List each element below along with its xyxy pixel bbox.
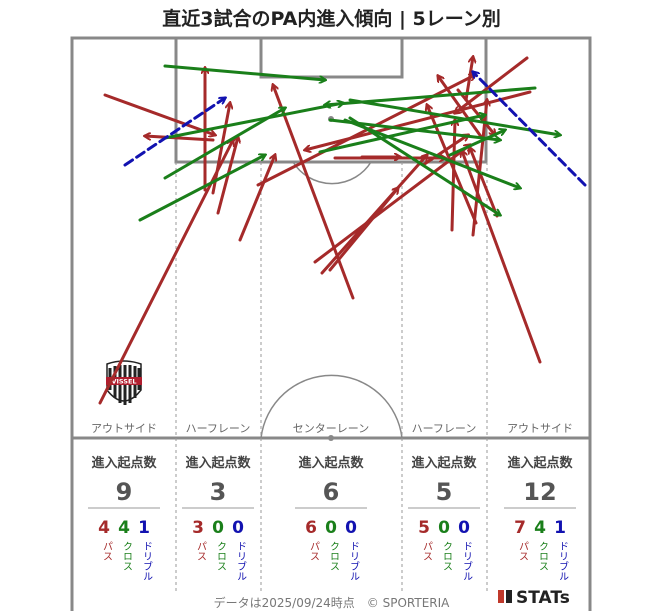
lane-dribble-label: ドリブル — [461, 541, 473, 581]
lane-dribble-count: 0 — [345, 518, 357, 538]
center-circle — [260, 374, 403, 439]
pass-arrow-1 — [98, 140, 233, 405]
lane-pass-label: パス — [517, 541, 529, 561]
lane-dribble-label: ドリブル — [141, 541, 153, 581]
center-spot — [328, 435, 334, 441]
lane-dribble-count: 0 — [458, 518, 470, 538]
lane-pass-label: パス — [101, 541, 113, 561]
footer-credit: データは2025/09/24時点 © SPORTERIA — [213, 596, 450, 610]
lane-pass-count: 3 — [192, 518, 204, 538]
lane-cross-count: 0 — [325, 518, 337, 538]
pass-arrow-16 — [438, 76, 484, 140]
lane-pass-count: 6 — [305, 518, 317, 538]
pass-arrow-5 — [211, 103, 230, 195]
pass-arrow-19 — [328, 188, 398, 272]
goal-area — [259, 36, 404, 79]
cross-arrow-4 — [163, 108, 285, 180]
lane-cross-label: クロス — [328, 541, 339, 571]
cross-arrow-5 — [348, 98, 560, 135]
cross-arrow-1 — [163, 64, 325, 80]
arrow-layer — [98, 56, 587, 405]
lane-label: ハーフレーン — [186, 422, 251, 435]
pass-arrow-23 — [450, 120, 455, 232]
lane-stat-head: 進入起点数 — [91, 455, 157, 471]
lane-label: センターレーン — [293, 422, 369, 435]
lane-cross-count: 4 — [534, 518, 546, 538]
chart-title: 直近3試合のPA内進入傾向 | 5レーン別 — [162, 8, 501, 30]
lane-total: 5 — [436, 478, 453, 506]
lane-label: アウトサイド — [91, 422, 157, 435]
pass-arrow-3 — [238, 155, 275, 242]
cross-arrow-3 — [138, 155, 265, 222]
cross-arrow-9 — [343, 118, 520, 188]
brand-text: STATs — [516, 588, 570, 608]
lane-pass-count: 4 — [98, 518, 110, 538]
lane-pass-count: 5 — [418, 518, 430, 538]
brand-logo: STATs — [498, 588, 570, 608]
pass-arrow-24 — [103, 93, 215, 135]
cross-arrow-11 — [448, 130, 505, 157]
lane-cross-count: 0 — [212, 518, 224, 538]
pass-arrow-13 — [462, 151, 542, 364]
cross-arrow-2 — [163, 103, 343, 140]
lane-dribble-label: ドリブル — [557, 541, 569, 581]
lane-cross-label: クロス — [441, 541, 452, 571]
lane-stat-head: 進入起点数 — [507, 455, 573, 471]
lane-stat-head: 進入起点数 — [185, 455, 251, 471]
lane-label: アウトサイド — [507, 422, 573, 435]
pass-arrow-18 — [313, 145, 470, 264]
cross-arrow-8 — [318, 115, 485, 154]
lane-pass-label: パス — [308, 541, 320, 561]
lane-cross-label: クロス — [537, 541, 548, 571]
club-crest-icon: VISSEL — [106, 360, 142, 405]
brand-mark-icon — [498, 590, 504, 603]
lane-total: 3 — [210, 478, 227, 506]
lane-stats: アウトサイド進入起点数94パス4クロス1ドリブルハーフレーン進入起点数33パス0… — [88, 422, 576, 581]
lane-stat-head: 進入起点数 — [411, 455, 477, 471]
lane-pass-label: パス — [195, 541, 207, 561]
lane-dribble-count: 1 — [138, 518, 150, 538]
lane-dribble-count: 1 — [554, 518, 566, 538]
cross-arrow-10 — [348, 116, 500, 215]
dribble-arrow-1 — [123, 98, 225, 167]
lane-total: 12 — [523, 478, 556, 506]
pass-arrow-17 — [421, 135, 468, 167]
lane-label: ハーフレーン — [412, 422, 477, 435]
lane-dribble-label: ドリブル — [235, 541, 247, 581]
lane-cross-count: 0 — [438, 518, 450, 538]
pass-arrow-15 — [455, 56, 529, 113]
lane-total: 9 — [116, 478, 133, 506]
lane-pass-count: 7 — [514, 518, 526, 538]
pass-arrow-8 — [273, 85, 355, 300]
pass-arrow-21 — [456, 88, 495, 135]
cross-arrow-7 — [325, 86, 537, 105]
penalty-arc — [292, 161, 372, 185]
club-crest-text: VISSEL — [111, 378, 136, 386]
brand-mark-icon-2 — [506, 590, 512, 603]
pass-arrow-6 — [145, 136, 215, 142]
lane-cross-label: クロス — [215, 541, 226, 571]
lane-cross-count: 4 — [118, 518, 130, 538]
lane-total: 6 — [323, 478, 340, 506]
lane-dribble-count: 0 — [232, 518, 244, 538]
lane-stat-head: 進入起点数 — [298, 455, 364, 471]
lane-dribble-label: ドリブル — [348, 541, 360, 581]
lane-pass-label: パス — [421, 541, 433, 561]
dribble-arrow-2 — [473, 72, 587, 187]
lane-cross-label: クロス — [121, 541, 132, 571]
pass-arrow-12 — [470, 148, 499, 218]
pass-arrow-20 — [305, 90, 532, 150]
